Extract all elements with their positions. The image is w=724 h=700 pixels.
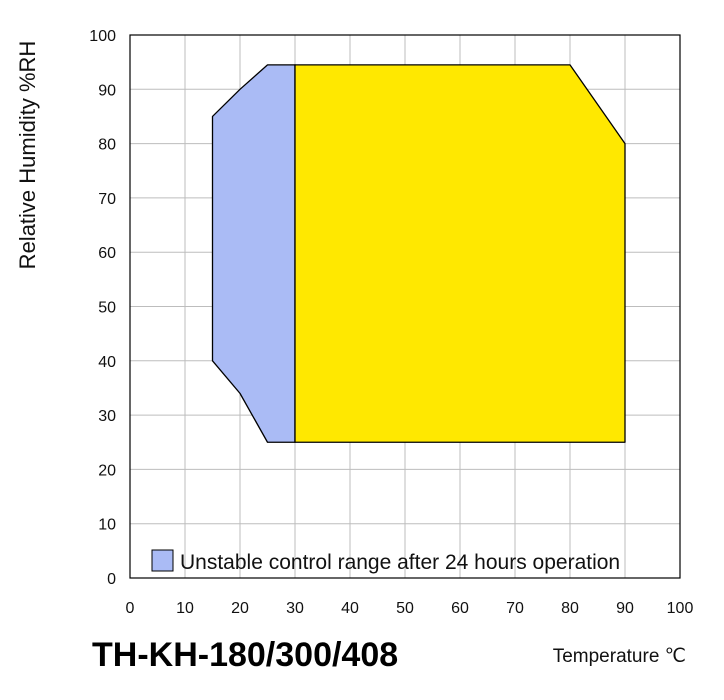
y-tick-label: 60 (98, 245, 116, 262)
chart-areas (211, 64, 626, 443)
x-tick-label: 10 (176, 600, 194, 617)
x-tick-label: 70 (506, 600, 524, 617)
y-tick-label: 100 (89, 28, 116, 45)
x-tick-labels: 0 10 20 30 40 50 60 70 80 90 100 (126, 600, 694, 617)
stable-control-range-area (294, 64, 626, 443)
unstable-control-range-area (211, 64, 296, 443)
y-tick-label: 20 (98, 462, 116, 479)
x-tick-label: 30 (286, 600, 304, 617)
x-tick-label: 80 (561, 600, 579, 617)
y-axis-label: Relative Humidity %RH (15, 41, 40, 270)
plot-frame (129, 34, 681, 579)
x-tick-label: 90 (616, 600, 634, 617)
x-tick-label: 20 (231, 600, 249, 617)
x-tick-label: 50 (396, 600, 414, 617)
x-tick-label: 60 (451, 600, 469, 617)
x-tick-label: 100 (667, 600, 694, 617)
legend-swatch (151, 549, 174, 572)
y-tick-label: 30 (98, 408, 116, 425)
x-tick-label: 0 (126, 600, 135, 617)
x-axis-label: Temperature ℃ (553, 646, 686, 667)
y-tick-label: 80 (98, 137, 116, 154)
model-title: TH-KH-180/300/408 (92, 636, 398, 674)
legend: Unstable control range after 24 hours op… (151, 549, 620, 574)
y-tick-label: 10 (98, 517, 116, 534)
y-tick-label: 50 (98, 300, 116, 317)
y-tick-label: 0 (107, 571, 116, 588)
y-tick-label: 70 (98, 191, 116, 208)
legend-label: Unstable control range after 24 hours op… (180, 551, 620, 574)
y-tick-label: 40 (98, 354, 116, 371)
y-tick-labels: 0 10 20 30 40 50 60 70 80 90 100 (89, 28, 116, 588)
x-tick-label: 40 (341, 600, 359, 617)
y-tick-label: 90 (98, 82, 116, 99)
